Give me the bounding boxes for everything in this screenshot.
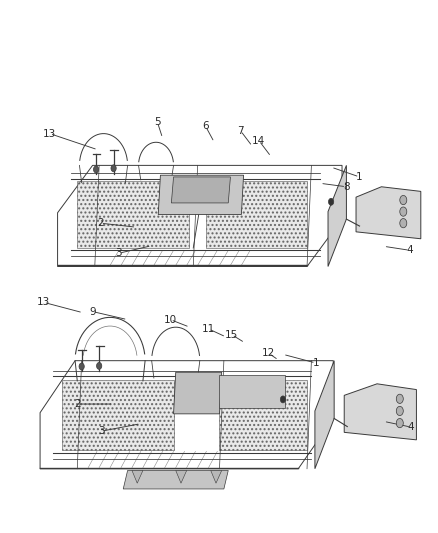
Circle shape: [396, 394, 403, 403]
Circle shape: [93, 166, 99, 173]
Circle shape: [79, 363, 84, 370]
Polygon shape: [355, 187, 420, 239]
Text: 15: 15: [225, 330, 238, 340]
Polygon shape: [132, 471, 143, 483]
Circle shape: [399, 219, 406, 228]
Text: 10: 10: [163, 314, 177, 325]
Text: 4: 4: [406, 245, 412, 255]
Text: 4: 4: [407, 422, 413, 432]
Circle shape: [399, 196, 406, 205]
Text: 2: 2: [97, 218, 103, 228]
Text: 13: 13: [37, 297, 50, 308]
Circle shape: [396, 418, 403, 427]
Text: 2: 2: [74, 399, 81, 409]
Circle shape: [396, 406, 403, 416]
Polygon shape: [62, 381, 173, 450]
Text: 11: 11: [201, 324, 215, 334]
Circle shape: [96, 362, 102, 369]
Polygon shape: [327, 165, 346, 266]
Polygon shape: [210, 471, 221, 483]
Text: 14: 14: [252, 135, 265, 146]
Polygon shape: [77, 181, 188, 248]
Circle shape: [280, 396, 285, 403]
Polygon shape: [206, 181, 306, 248]
Circle shape: [111, 165, 116, 172]
Polygon shape: [175, 471, 186, 483]
Text: 12: 12: [261, 348, 275, 358]
Polygon shape: [173, 372, 221, 414]
Polygon shape: [343, 384, 416, 440]
Text: 3: 3: [98, 426, 104, 436]
Polygon shape: [314, 361, 333, 469]
Text: 6: 6: [202, 121, 208, 131]
Circle shape: [399, 207, 406, 216]
Polygon shape: [219, 375, 285, 408]
Text: 3: 3: [115, 248, 122, 258]
Text: 1: 1: [355, 172, 362, 182]
Polygon shape: [158, 175, 243, 214]
Text: 9: 9: [89, 306, 95, 317]
Polygon shape: [171, 177, 230, 203]
Text: 8: 8: [343, 182, 349, 192]
Text: 7: 7: [237, 126, 243, 136]
Text: 13: 13: [43, 128, 56, 139]
Polygon shape: [219, 381, 306, 450]
Text: 1: 1: [312, 358, 318, 368]
Text: 5: 5: [154, 117, 160, 127]
Circle shape: [328, 198, 333, 205]
Polygon shape: [123, 471, 228, 489]
